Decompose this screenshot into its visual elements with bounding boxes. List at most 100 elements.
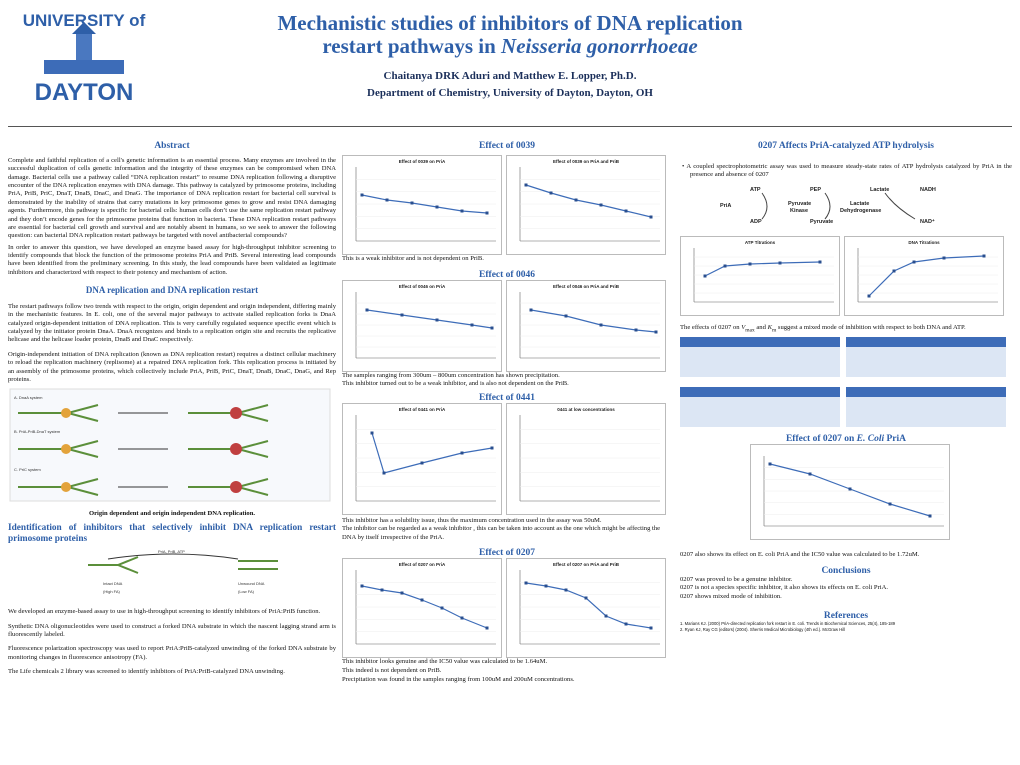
point [564, 314, 568, 318]
chart-image [750, 444, 950, 541]
coupled-assay-diagram: ATP ADP PriA PEP Pyruvate Kinase Pyruvat… [720, 187, 936, 225]
point [485, 211, 489, 215]
paragraph: Fluorescence polarization spectroscopy w… [8, 645, 336, 661]
diagram-label: Kinase [790, 208, 808, 214]
section-heading: Effect of 0046 [479, 269, 535, 280]
point [778, 261, 782, 265]
logo-bottom: DAYTON [35, 79, 134, 106]
diagram-label: PEP [810, 187, 821, 193]
point [435, 205, 439, 209]
point [768, 462, 772, 466]
point [624, 622, 628, 626]
point [892, 269, 896, 273]
subscript: max [745, 327, 755, 334]
authors: Chaitanya DRK Aduri and Matthew E. Loppe… [383, 70, 637, 82]
point [723, 264, 727, 268]
diagram-label: Pyruvate [788, 201, 811, 207]
logo-top: UNIVERSITY of [23, 11, 146, 30]
point [382, 471, 386, 475]
logo-dome [72, 22, 96, 34]
replication-figure: A. DnaA system B. PriA-PriB-DnaT system … [9, 388, 331, 502]
point [649, 215, 653, 219]
point [410, 201, 414, 205]
point [574, 198, 578, 202]
point [549, 191, 553, 195]
point [470, 323, 474, 327]
section-heading: Effect of 0207 [479, 548, 535, 559]
point [420, 461, 424, 465]
middle-column: Effect of 0039 Effect of 0039 on PriA Ef… [342, 141, 672, 761]
conclusion: 0207 was proved to be a genuine inhibito… [680, 575, 793, 583]
figure-label: PriA, PriB, ATP [158, 549, 185, 554]
table-header [680, 337, 840, 348]
right-column: 0207 Affects PriA-catalyzed ATP hydrolys… [680, 141, 1012, 761]
point [624, 209, 628, 213]
protein [230, 481, 242, 494]
diagram-label: Lactate [870, 187, 889, 193]
diagram-label: NAD⁺ [920, 218, 935, 225]
chart-title: Effect of 0039 on PriA and PriB [553, 159, 620, 164]
title-species: Neisseria gonorrhoeae [501, 34, 698, 59]
point [365, 308, 369, 312]
point [490, 326, 494, 330]
section-heading: 0207 Affects PriA-catalyzed ATP hydrolys… [758, 141, 934, 151]
chart-frame [680, 235, 840, 316]
bullet-text: A coupled spectrophotometric assay was u… [686, 163, 1012, 179]
point [649, 626, 653, 630]
figure-label: B. PriA-PriB-DnaT system [14, 429, 61, 434]
protein [230, 443, 242, 456]
chart-image: Effect of 0046 on PriA [342, 279, 502, 372]
symbol: V [741, 323, 746, 331]
point [599, 323, 603, 327]
text: and [754, 323, 768, 331]
chart-image: Effect of 0207 on PriA and PriB [506, 558, 666, 659]
point [748, 262, 752, 266]
chart-frame [844, 235, 1004, 316]
chart-row: Effect of 0441 on PriA 0441 at low conce… [342, 402, 672, 515]
point [524, 581, 528, 585]
chart-row: Effect of 0039 on PriA Effect of 0039 on… [342, 155, 672, 255]
chart-image: Effect of 0039 on PriA and PriB [506, 155, 666, 255]
logo-building [44, 60, 124, 74]
table-header [680, 387, 840, 398]
table-body [680, 347, 840, 378]
chart-title: Effect of 0046 on PriA and PriB [553, 284, 620, 289]
chart-frame [506, 279, 666, 372]
point [634, 328, 638, 332]
figure-label: C. PriC system [14, 467, 41, 472]
arrow [761, 192, 768, 220]
point [485, 626, 489, 630]
paragraph: We developed an enzyme-based assay to us… [8, 608, 321, 616]
point [460, 209, 464, 213]
diagram-label: NADH [920, 187, 936, 193]
section-heading: Identification of inhibitors that select… [8, 522, 336, 544]
chart-frame [750, 444, 950, 541]
paragraph: The effects of 0207 on Vmax and Km sugge… [680, 324, 1012, 334]
figure-label: (Low FA) [238, 589, 255, 594]
chart-title: Effect of 0207 on PriA [399, 562, 446, 567]
point [564, 588, 568, 592]
point [928, 514, 932, 518]
table-header [846, 387, 1006, 398]
forked-dna [88, 556, 139, 575]
header-rule [8, 126, 1012, 127]
chart-row: Effect of 0207 on PriA Effect of 0207 on… [342, 558, 672, 659]
subscript: m [771, 327, 777, 334]
diagram-label: Dehydrogenase [840, 208, 881, 214]
table-body [680, 397, 840, 428]
section-heading: Effect of 0441 [479, 392, 535, 403]
point [370, 431, 374, 435]
section-heading: Effect of 0207 on E. Coli PriA [680, 434, 1012, 444]
point [380, 588, 384, 592]
caption: This inhibitor looks genuine and the IC5… [342, 658, 548, 666]
caption: Precipitation was found in the samples r… [342, 675, 575, 683]
figure-frame [9, 388, 331, 502]
chart-frame [342, 402, 502, 515]
figure-label: Unwound DNA [238, 581, 265, 586]
diagram-label: PriA [720, 203, 731, 209]
point [524, 183, 528, 187]
point [400, 591, 404, 595]
text: The effects of 0207 on [680, 323, 742, 331]
protein [230, 407, 242, 420]
heading-species: E. Coli [856, 434, 885, 445]
